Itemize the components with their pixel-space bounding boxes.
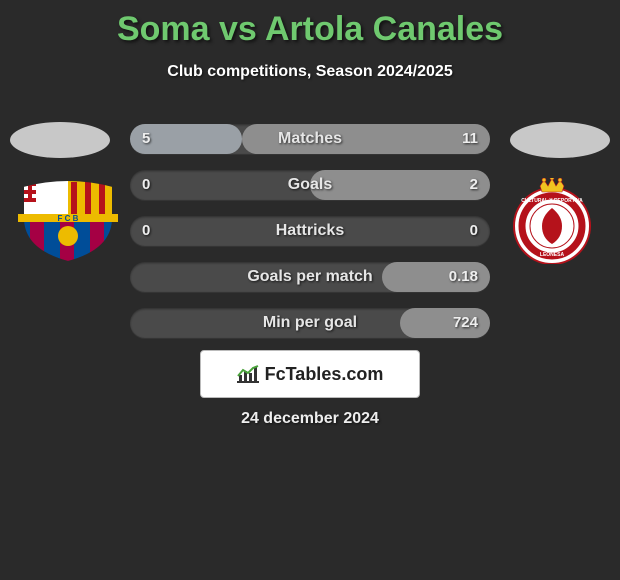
player-left-silhouette: [10, 122, 110, 158]
svg-text:LEONESA: LEONESA: [540, 252, 565, 258]
footer-brand-text: FcTables.com: [265, 364, 384, 385]
footer-date: 24 december 2024: [0, 410, 620, 428]
stat-value-right: 724: [453, 308, 478, 338]
stat-label: Hattricks: [130, 216, 490, 246]
player-right-silhouette: [510, 122, 610, 158]
stat-row: Goals0 2: [130, 170, 490, 200]
page-subtitle: Club competitions, Season 2024/2025: [0, 63, 620, 81]
stat-value-right: 2: [470, 170, 478, 200]
stats-bars-container: Matches511Goals02Hattricks00Goals per ma…: [130, 124, 490, 354]
stat-value-right: 0.18: [449, 262, 478, 292]
stat-value-left: 5: [142, 124, 150, 154]
footer-brand: FcTables.com: [200, 350, 420, 398]
svg-text:F C B: F C B: [58, 214, 79, 223]
stat-label: Min per goal: [130, 308, 490, 338]
svg-text:CULTURAL Y DEPORTIVA: CULTURAL Y DEPORTIVA: [521, 198, 583, 204]
bar-chart-icon: [237, 365, 259, 383]
stat-label: Matches: [130, 124, 490, 154]
stat-row: Hattricks0 0: [130, 216, 490, 246]
club-badge-left: F C B: [18, 178, 118, 264]
stat-value-left: 0: [142, 170, 150, 200]
stat-row: Min per goal724: [130, 308, 490, 338]
stat-label: Goals per match: [130, 262, 490, 292]
stat-label: Goals: [130, 170, 490, 200]
stat-row: Goals per match0.18: [130, 262, 490, 292]
page-title: Soma vs Artola Canales: [0, 0, 620, 49]
stat-value-right: 11: [462, 124, 478, 154]
stat-value-left: 0: [142, 216, 150, 246]
club-badge-right: CULTURAL Y DEPORTIVA LEONESA: [502, 178, 602, 264]
stat-row: Matches5 11: [130, 124, 490, 154]
stat-value-right: 0: [470, 216, 478, 246]
